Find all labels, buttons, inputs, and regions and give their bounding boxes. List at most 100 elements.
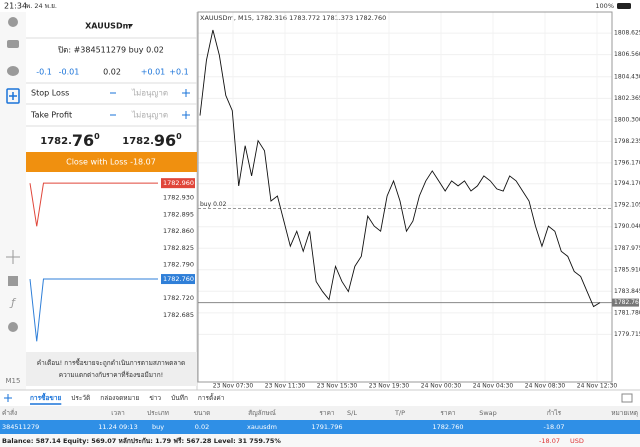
battery-text: 100% [595,2,614,10]
icon-f[interactable]: ƒ [9,296,17,309]
y-tick-label: 1798.235 [614,138,640,145]
table-row-bg[interactable] [0,420,640,434]
price-box [161,274,195,285]
x-tick-label: 24 Nov 12:30 [577,383,618,390]
add-button[interactable] [4,394,12,402]
warning-text: คำเตือน! การซื้อขายจะถูกดำเนินการตามสภาพ… [37,358,185,367]
column-header: ขนาด [194,409,211,417]
ask-price: 1782.960 [122,131,182,150]
volume-step[interactable]: +0.1 [169,68,188,77]
chart-header: XAUUSDm, M15, 1782.316 1783.772 1781.373… [200,14,386,22]
symbol-caret [129,24,133,27]
cell: 1782.760 [432,423,463,431]
tab[interactable]: ประวัติ [71,394,90,402]
price-box [161,178,195,189]
tab[interactable]: การตั้งค่า [198,393,225,402]
icon-trade[interactable] [7,40,19,48]
x-tick-label: 24 Nov 00:30 [421,383,462,390]
y-tick-label: 1792.105 [614,202,640,209]
y-tick-label: 1779.715 [614,331,640,338]
icon-chat[interactable] [7,66,19,76]
cell: -18.07 [544,423,565,431]
current-price-label: 1782.760 [614,299,640,306]
layout-button[interactable] [621,393,633,403]
bid-prefix: 1782. [40,136,72,147]
x-tick-label: 23 Nov 15:30 [317,383,358,390]
ask-big: 96 [154,131,176,150]
y-tick-label: 1794.170 [614,180,640,187]
y-tick-label: 1790.040 [614,223,640,230]
close-button[interactable] [26,152,197,172]
volume-step[interactable]: -0.1 [36,68,52,77]
y-tick-label: 1800.300 [614,116,640,123]
y-tick-label: 1782.685 [163,311,194,319]
icon-plus [9,92,17,100]
bid-big: 76 [72,131,94,150]
x-tick-label: 23 Nov 19:30 [369,383,410,390]
icon-indicators[interactable] [8,276,18,286]
y-tick-label: 1782.825 [163,244,194,252]
y-tick-label: 1782.930 [163,194,194,202]
x-tick-label: 24 Nov 08:30 [525,383,566,390]
tab[interactable]: การซื้อขาย [30,392,61,402]
column-header: ประเภท [147,409,169,417]
tab[interactable]: บันทึก [171,394,188,402]
summary-profit: -18.07 [539,437,560,445]
icon-crosshair[interactable] [6,250,20,264]
volume-step[interactable]: +0.01 [141,68,166,77]
column-header: หมายเหตุ [611,409,638,417]
warning-box [26,352,197,386]
icon-objects[interactable] [8,322,18,332]
current-price-box [612,298,639,307]
tick-line [29,278,158,342]
volume-value[interactable]: 0.02 [103,68,121,77]
y-tick-label: 1783.845 [614,288,640,295]
stop-loss-value[interactable]: ไม่อนุญาต [131,89,168,98]
order-label: buy 0.02 [200,201,227,208]
y-tick-label: 1806.560 [614,51,640,58]
icon-quotes[interactable] [8,17,18,27]
tab[interactable]: ข่าว [149,394,161,402]
y-tick-label: 1782.760 [163,275,194,283]
warning-text: ความแตกต่างกับราคาที่ร้องขอมีมาก! [59,370,164,379]
icon-new-order[interactable] [6,88,20,104]
price-line [199,29,601,308]
increment[interactable] [182,111,190,119]
column-header: คำสั่ง [2,408,17,417]
y-tick-label: 1782.860 [163,227,194,235]
bid-price: 1782.760 [40,131,100,150]
increment[interactable] [182,89,190,97]
close-title: ปิด: #384511279 buy 0.02 [57,46,164,55]
plot-frame [197,11,613,383]
y-tick-label: 1796.170 [614,159,640,166]
column-header: กำไร [547,409,562,417]
symbol[interactable]: XAUUSDm [85,22,131,31]
close-button-label[interactable]: Close with Loss -18.07 [66,158,156,167]
y-tick-label: 1782.960 [163,179,194,187]
cell: 1791.796 [311,423,342,431]
y-tick-label: 1781.780 [614,309,640,316]
x-tick-label: 23 Nov 11:30 [265,383,306,390]
column-header: สัญลักษณ์ [248,409,276,417]
column-header: ราคา [440,409,455,417]
column-header: Swap [479,409,497,417]
take-profit-value[interactable]: ไม่อนุญาต [131,111,168,120]
column-header: T/P [394,409,405,417]
cell: 11.24 09:13 [98,423,137,431]
y-tick-label: 1782.720 [163,294,194,302]
volume-step[interactable]: -0.01 [59,68,80,77]
y-tick-label: 1802.365 [614,95,640,102]
summary-currency: USD [570,437,584,445]
x-tick-label: 23 Nov 07:30 [213,383,254,390]
y-tick-label: 1808.625 [614,30,640,37]
y-tick-label: 1804.430 [614,73,640,80]
tab[interactable]: กล่องจดหมาย [100,394,139,402]
toolbar-icons: ƒ [6,17,20,332]
take-profit-label: Take Profit [30,111,72,120]
table-header [0,406,640,420]
column-header: ราคา [319,409,334,417]
timeframe[interactable]: M15 [6,377,21,385]
battery-icon [617,3,631,9]
tick-line [29,182,158,227]
